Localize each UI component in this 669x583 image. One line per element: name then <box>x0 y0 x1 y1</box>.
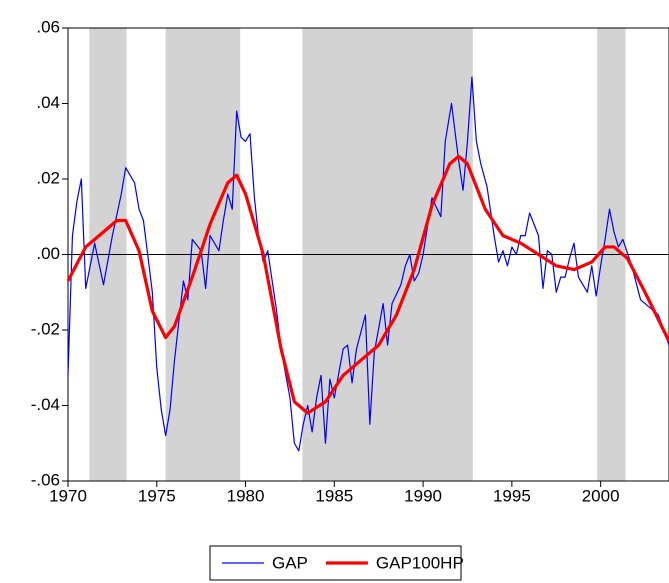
x-tick-label: 1975 <box>138 486 176 505</box>
legend: GAP GAP100HP <box>209 545 464 581</box>
series-lines <box>66 76 669 452</box>
x-tick-label: 1980 <box>227 486 265 505</box>
y-tick-label: -.04 <box>31 395 60 414</box>
y-tick-label: -.02 <box>31 319 60 338</box>
axes: -.06 -.04 -.02 .00 .02 .04 .06 1970 1975 1980 1985… <box>31 17 669 505</box>
legend-label: GAP <box>272 553 308 572</box>
x-tick-label: 1985 <box>315 486 353 505</box>
y-tick-label: .02 <box>36 168 60 187</box>
series-line <box>67 76 669 452</box>
x-tick-label: 1995 <box>493 486 531 505</box>
y-tick-label: -.06 <box>31 470 60 489</box>
y-tick-label: .04 <box>36 93 60 112</box>
x-tick-label: 1990 <box>404 486 442 505</box>
series-line <box>66 154 669 415</box>
x-tick-label: 1970 <box>49 486 87 505</box>
legend-label: GAP100HP <box>376 553 464 572</box>
x-tick-label: 2000 <box>582 486 620 505</box>
y-tick-label: .00 <box>36 244 60 263</box>
y-tick-label: .06 <box>36 17 60 36</box>
